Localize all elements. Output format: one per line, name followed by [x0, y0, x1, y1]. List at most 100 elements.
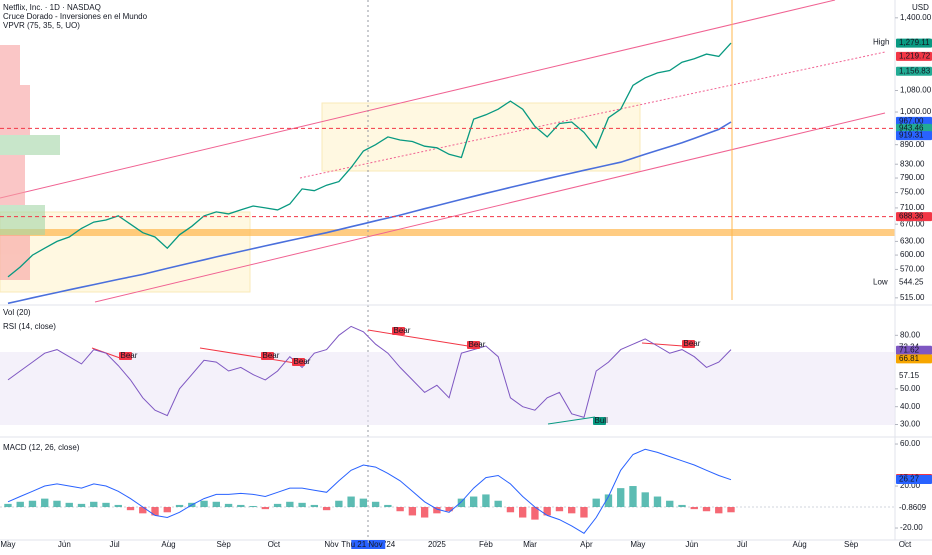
y-tick-label: 50.00 — [900, 384, 921, 393]
indicator-title: MACD (12, 26, close) — [3, 443, 80, 452]
histogram-bar — [555, 507, 564, 512]
histogram-bar — [175, 504, 184, 508]
y-tick-label: 80.00 — [900, 330, 921, 339]
histogram-bar — [371, 501, 380, 508]
price-tag: Low — [873, 277, 888, 286]
histogram-bar — [347, 496, 355, 508]
indicator-title: Cruce Dorado - Inversiones en el Mundo — [3, 12, 148, 21]
y-tick-label: 1,400.00 — [900, 13, 932, 22]
price-badge-label: -0.8609 — [899, 503, 927, 512]
y-tick-label: 670.00 — [900, 219, 925, 228]
x-tick-label: Aug — [793, 540, 807, 549]
range-box — [321, 102, 641, 172]
y-tick-label: 515.00 — [900, 293, 925, 302]
histogram-bar — [114, 504, 122, 508]
histogram-bar — [420, 507, 429, 518]
profile-bar — [0, 135, 60, 155]
signal-badge — [593, 417, 606, 425]
x-tick-label: Aug — [161, 540, 175, 549]
histogram-bar — [53, 500, 61, 508]
x-tick-label: Oct — [899, 540, 912, 549]
divergence — [641, 342, 684, 347]
y-tick-label: 1,080.00 — [900, 86, 932, 95]
y-tick-label: 630.00 — [900, 237, 925, 246]
histogram-bar — [41, 498, 49, 508]
divergence — [547, 416, 596, 425]
x-tick-label: Thu 21 Nov '24 — [341, 540, 396, 549]
histogram-bar — [224, 503, 233, 508]
series-line — [7, 325, 732, 419]
x-tick-label: May — [0, 540, 15, 549]
x-tick-label: May — [630, 540, 645, 549]
histogram-bar — [90, 501, 98, 508]
histogram-bar — [102, 502, 110, 508]
series-line — [7, 448, 732, 534]
histogram-bar — [445, 507, 453, 512]
signal-badge — [292, 358, 305, 366]
price-badge — [896, 38, 932, 48]
histogram-bar — [653, 496, 662, 508]
indicator-title: VPVR (75, 35, 5, UO) — [3, 21, 80, 30]
histogram-bar — [727, 507, 735, 513]
signal-label: Bear — [263, 351, 280, 360]
x-tick-label: Jul — [109, 540, 119, 549]
price-badge — [896, 66, 932, 76]
price-badge-label: 57.15 — [899, 371, 920, 380]
price-badge-label: 71.62 — [899, 345, 920, 354]
price-badge-label: 26.27 — [899, 475, 920, 484]
histogram-bar — [298, 502, 306, 508]
histogram-bar — [457, 498, 466, 508]
signal-label: Bear — [394, 326, 411, 335]
histogram-bar — [629, 486, 637, 508]
x-tick-label: Sep — [844, 540, 859, 549]
x-tick-label: Oct — [268, 540, 281, 549]
price-badge — [896, 371, 932, 381]
signal-badge — [682, 340, 695, 348]
histogram-bar — [408, 507, 417, 516]
histogram-bar — [163, 507, 171, 513]
profile-bar — [0, 235, 30, 280]
histogram-bar — [617, 488, 625, 508]
price-badge — [896, 51, 932, 61]
histogram-bar — [641, 492, 649, 508]
x-tick-label: Mar — [523, 540, 537, 549]
rsi-band — [0, 352, 895, 425]
histogram-bar — [212, 501, 220, 508]
histogram-bar — [519, 507, 527, 518]
histogram-bar — [531, 507, 539, 520]
x-tick-label: Apr — [580, 540, 593, 549]
signal-label: Bear — [469, 340, 486, 349]
price-badge-label: 544.25 — [899, 277, 924, 286]
indicator-title: RSI (14, close) — [3, 322, 56, 331]
price-badge — [896, 345, 932, 355]
histogram-bar — [77, 503, 86, 508]
channel-line — [0, 0, 836, 199]
price-badge — [896, 354, 932, 364]
histogram-bar — [384, 504, 392, 508]
histogram-bar — [151, 507, 159, 516]
y-tick-label: 20.00 — [900, 481, 921, 490]
signal-badge — [467, 341, 480, 349]
histogram-bar — [396, 507, 404, 512]
price-badge-label: 1,279.11 — [899, 38, 930, 47]
histogram-bar — [16, 501, 24, 508]
y-tick-label: 750.00 — [900, 188, 925, 197]
signal-badge — [119, 352, 132, 360]
price-badge — [896, 474, 932, 484]
histogram-bar — [249, 505, 257, 508]
histogram-bar — [715, 507, 723, 514]
y-tick-label: 790.00 — [900, 173, 925, 182]
histogram-bar — [4, 503, 12, 508]
histogram-bar — [65, 502, 73, 508]
price-badge-label: 967.00 — [899, 117, 924, 126]
price-badge-label: 919.31 — [899, 131, 924, 140]
indicator-title: Vol (20) — [3, 308, 31, 317]
price-badge — [896, 503, 932, 513]
x-tick-label: 2025 — [428, 540, 446, 549]
histogram-bar — [433, 507, 441, 514]
price-badge-label: 688.36 — [899, 212, 924, 221]
histogram-bar — [604, 494, 613, 508]
x-tick-label: Sep — [217, 540, 232, 549]
histogram-bar — [543, 507, 551, 516]
